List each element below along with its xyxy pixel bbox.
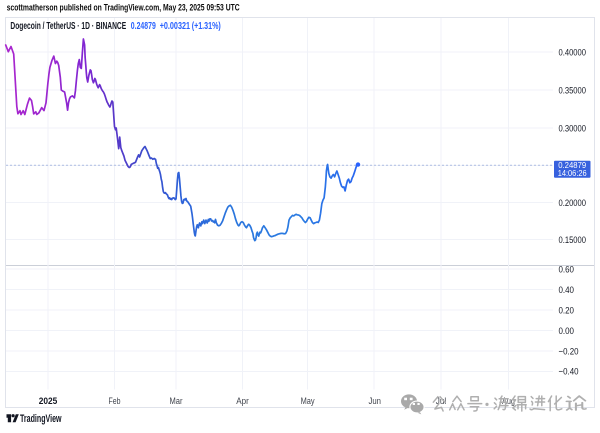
svg-text:14:06:26: 14:06:26: [558, 169, 587, 178]
svg-text:0.40000: 0.40000: [559, 47, 587, 58]
svg-text:0.20000: 0.20000: [559, 198, 587, 209]
svg-text:scottmatherson published on Tr: scottmatherson published on TradingView.…: [7, 3, 240, 13]
svg-text:0.24879: 0.24879: [558, 161, 586, 170]
svg-text:Aug: Aug: [502, 396, 515, 407]
svg-text:Jun: Jun: [368, 396, 381, 407]
svg-text:0.40: 0.40: [559, 285, 575, 296]
svg-text:0.00: 0.00: [559, 326, 575, 337]
svg-text:Dogecoin / TetherUS · 1D · BIN: Dogecoin / TetherUS · 1D · BINANCE: [10, 21, 126, 32]
svg-text:May: May: [301, 396, 315, 407]
svg-text:+0.00321: +0.00321: [160, 21, 190, 32]
svg-text:Mar: Mar: [170, 396, 184, 407]
svg-text:0.15000: 0.15000: [559, 235, 587, 246]
svg-text:0.60: 0.60: [559, 265, 575, 276]
svg-text:Jul: Jul: [436, 396, 447, 407]
svg-text:2025: 2025: [39, 396, 58, 407]
svg-text:0.20: 0.20: [559, 305, 575, 316]
svg-text:TradingView: TradingView: [20, 413, 62, 425]
svg-text:0.35000: 0.35000: [559, 85, 587, 96]
svg-text:(+1.31%): (+1.31%): [192, 21, 221, 32]
svg-text:−0.40: −0.40: [559, 367, 579, 378]
svg-text:Apr: Apr: [236, 396, 249, 407]
svg-text:Feb: Feb: [109, 396, 121, 407]
svg-text:0.30000: 0.30000: [559, 123, 587, 134]
svg-text:0.24879: 0.24879: [131, 21, 156, 32]
svg-text:−0.20: −0.20: [559, 346, 579, 357]
